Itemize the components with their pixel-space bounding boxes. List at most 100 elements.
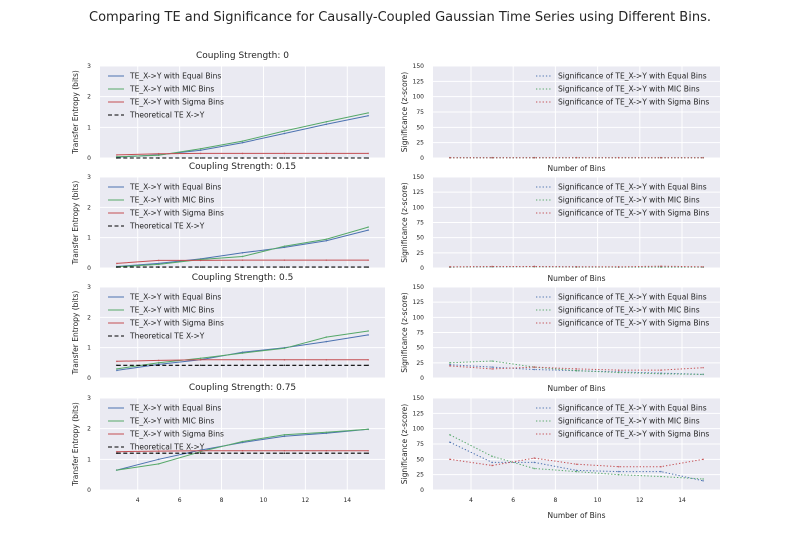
data-point — [449, 157, 451, 159]
subplot-title: Coupling Strength: 0.5 — [192, 273, 294, 283]
y-tick-label: 2 — [87, 94, 91, 101]
y-tick-label: 25 — [416, 250, 424, 257]
y-tick-label: 0 — [420, 265, 424, 272]
data-point — [702, 266, 704, 268]
y-axis-label: Significance (z-score) — [400, 72, 409, 152]
y-tick-label: 1 — [87, 345, 91, 352]
data-point — [367, 364, 369, 366]
y-axis-label: Transfer Entropy (bits) — [71, 70, 80, 155]
data-point — [491, 266, 493, 268]
y-tick-label: 0 — [87, 265, 91, 272]
data-point — [116, 364, 118, 366]
data-point — [367, 229, 369, 231]
data-point — [660, 265, 662, 267]
data-point — [242, 140, 244, 142]
y-tick-label: 25 — [416, 472, 424, 479]
x-axis-label: Number of Bins — [547, 274, 605, 283]
data-point — [326, 153, 328, 155]
y-tick-label: 3 — [87, 395, 91, 402]
data-point — [533, 468, 535, 470]
legend-label: TE_X->Y with Equal Bins — [129, 72, 221, 81]
data-point — [242, 364, 244, 366]
data-point — [367, 450, 369, 452]
data-point — [491, 368, 493, 370]
y-tick-label: 100 — [413, 204, 425, 211]
data-point — [367, 359, 369, 361]
data-point — [618, 157, 620, 159]
data-point — [660, 466, 662, 468]
y-tick-label: 2 — [87, 204, 91, 211]
y-tick-label: 50 — [416, 456, 424, 463]
data-point — [618, 471, 620, 473]
data-point — [491, 462, 493, 464]
data-point — [200, 150, 202, 152]
data-point — [116, 452, 118, 454]
data-point — [200, 364, 202, 366]
data-point — [242, 452, 244, 454]
data-point — [200, 157, 202, 159]
data-point — [242, 450, 244, 452]
data-point — [242, 157, 244, 159]
data-point — [367, 115, 369, 117]
data-point — [284, 157, 286, 159]
x-axis-label: Number of Bins — [547, 164, 605, 173]
data-point — [576, 368, 578, 370]
legend: Significance of TE_X->Y with Equal BinsS… — [536, 404, 709, 439]
data-point — [116, 266, 118, 268]
data-point — [158, 154, 160, 156]
data-point — [158, 153, 160, 155]
legend-label: TE_X->Y with Sigma Bins — [129, 430, 224, 439]
data-point — [284, 347, 286, 349]
y-axis-label: Significance (z-score) — [400, 404, 409, 484]
data-point — [200, 148, 202, 150]
y-tick-label: 3 — [87, 63, 91, 70]
legend: Significance of TE_X->Y with Equal BinsS… — [536, 72, 709, 107]
data-point — [367, 452, 369, 454]
legend-label: TE_X->Y with Sigma Bins — [129, 98, 224, 107]
y-tick-label: 100 — [413, 314, 425, 321]
data-point — [618, 266, 620, 268]
y-tick-label: 25 — [416, 360, 424, 367]
data-point — [284, 245, 286, 247]
data-point — [116, 154, 118, 156]
legend: Significance of TE_X->Y with Equal BinsS… — [536, 293, 709, 328]
data-point — [284, 133, 286, 135]
data-point — [367, 226, 369, 228]
data-point — [491, 366, 493, 368]
data-point — [326, 259, 328, 261]
data-point — [200, 153, 202, 155]
y-tick-label: 2 — [87, 426, 91, 433]
y-tick-label: 50 — [416, 345, 424, 352]
y-tick-label: 50 — [416, 124, 424, 131]
data-point — [702, 480, 704, 482]
data-point — [533, 157, 535, 159]
data-point — [242, 256, 244, 258]
data-point — [158, 157, 160, 159]
x-tick-label: 14 — [343, 497, 351, 504]
y-tick-label: 0 — [420, 375, 424, 382]
data-point — [367, 330, 369, 332]
data-point — [576, 266, 578, 268]
x-tick-label: 6 — [178, 497, 182, 504]
y-tick-label: 50 — [416, 235, 424, 242]
y-tick-label: 75 — [416, 330, 424, 337]
x-tick-label: 4 — [136, 497, 140, 504]
data-point — [449, 441, 451, 443]
y-tick-label: 3 — [87, 174, 91, 181]
data-point — [284, 359, 286, 361]
data-point — [449, 459, 451, 461]
y-axis-label: Significance (z-score) — [400, 292, 409, 372]
data-point — [158, 364, 160, 366]
data-point — [618, 372, 620, 374]
data-point — [660, 157, 662, 159]
data-point — [491, 455, 493, 457]
data-point — [491, 157, 493, 159]
data-point — [242, 266, 244, 268]
data-point — [660, 373, 662, 375]
